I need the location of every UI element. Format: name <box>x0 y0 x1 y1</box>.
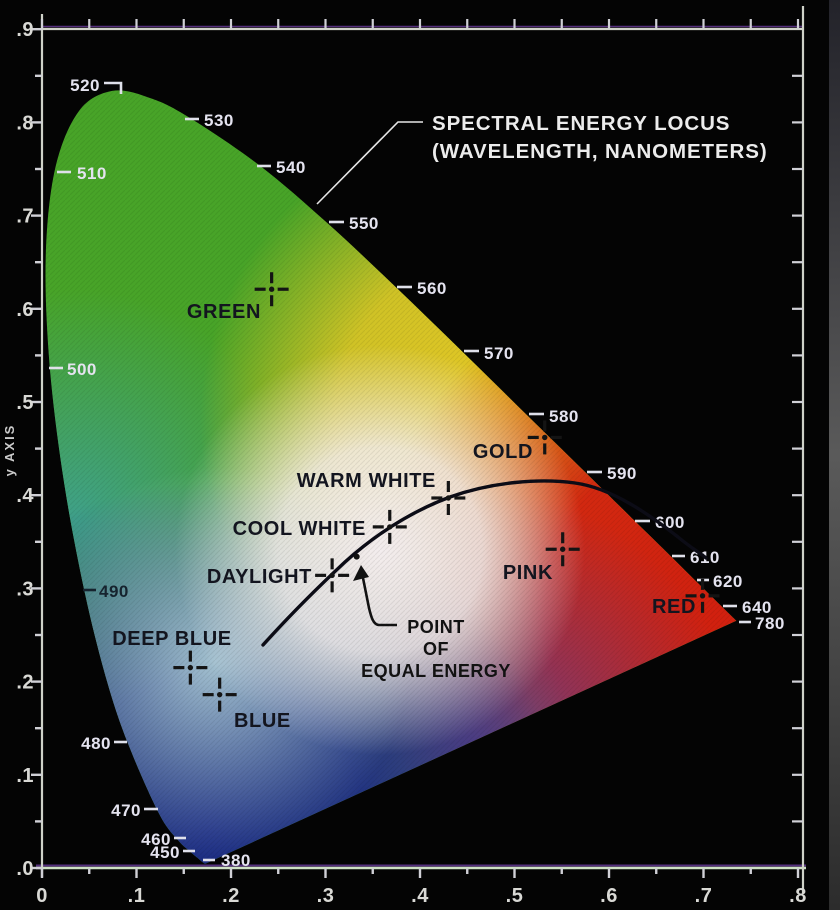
spectral-energy-locus-label-line1: SPECTRAL ENERGY LOCUS <box>432 112 730 135</box>
locus-callout-line <box>316 121 423 205</box>
wavelength-label-600: 600 <box>655 513 685 532</box>
wavelength-label-580: 580 <box>549 407 579 426</box>
wavelength-label-620: 620 <box>713 572 743 591</box>
equal-energy-arrow <box>361 577 397 627</box>
wavelength-label-500: 500 <box>67 360 97 379</box>
equal-energy-point <box>353 553 360 560</box>
x-axis-tick-label: 0 <box>36 885 48 907</box>
color-point-label-blue: BLUE <box>234 710 291 732</box>
x-axis-tick-label: .5 <box>506 885 524 907</box>
marker-center-dot <box>699 593 706 599</box>
equal-energy-annotation: POINT OF EQUAL ENERGY <box>353 553 511 681</box>
color-points: GREEN GOLD WARM WHITE COOL WHITE DAYLIGHT PIN… <box>112 272 720 732</box>
y-axis-tick-label: .9 <box>16 19 34 41</box>
y-axis-tick-label: .2 <box>16 672 34 694</box>
y-axis-tick-label: .4 <box>16 485 34 507</box>
marker-center-dot <box>268 286 275 292</box>
color-point-marker-cool-white <box>372 509 407 544</box>
wavelength-label-460: 460 <box>141 830 171 849</box>
x-axis-tick-label: .8 <box>789 885 807 907</box>
wavelength-label-590: 590 <box>607 464 637 483</box>
y-axis-title: y AXIS <box>2 424 17 477</box>
x-axis-tick-label: .2 <box>222 885 240 907</box>
wavelength-label-380: 380 <box>221 851 251 870</box>
y-axis-tick-label: .8 <box>16 112 34 134</box>
wavelength-label-560: 560 <box>417 279 447 298</box>
equal-energy-label-line2: OF <box>423 639 449 659</box>
marker-center-dot <box>542 434 548 441</box>
color-point-label-cool-white: COOL WHITE <box>233 518 366 540</box>
blackbody-curve <box>261 479 708 647</box>
equal-energy-label-line3: EQUAL ENERGY <box>361 661 511 681</box>
color-point-marker-pink <box>545 532 580 567</box>
marker-center-dot <box>187 664 194 671</box>
y-axis-tick-label: .0 <box>16 858 34 880</box>
marker-center-dot <box>216 691 223 698</box>
x-axis-tick-label: .6 <box>600 885 618 907</box>
wavelength-label-530: 530 <box>204 111 234 130</box>
wavelength-label-480: 480 <box>81 734 111 753</box>
wavelength-dash-520 <box>104 81 123 94</box>
color-point-marker-deep-blue <box>173 650 208 685</box>
x-axis-tick-label: .3 <box>317 885 335 907</box>
wavelength-label-510: 510 <box>77 164 107 183</box>
color-point-marker-blue <box>202 677 237 712</box>
color-point-marker-gold <box>527 420 562 455</box>
y-axis-tick-label: .1 <box>16 765 34 787</box>
marker-center-dot <box>387 524 393 530</box>
marker-center-dot <box>329 572 335 579</box>
marker-center-dot <box>559 546 566 552</box>
scan-edge <box>829 0 840 910</box>
x-axis-tick-label: .7 <box>695 885 713 907</box>
wavelength-label-780: 780 <box>755 614 785 633</box>
color-point-label-pink: PINK <box>503 562 553 584</box>
color-point-label-red: RED <box>652 596 696 618</box>
color-point-label-green: GREEN <box>187 301 261 323</box>
wavelength-label-550: 550 <box>349 214 379 233</box>
color-point-marker-red <box>685 578 720 613</box>
x-axis-tick-label: .1 <box>128 885 146 907</box>
y-axis-tick-label: .6 <box>16 299 34 321</box>
wavelength-label-640: 640 <box>742 598 772 617</box>
equal-energy-label-line1: POINT <box>407 617 465 637</box>
color-point-label-warm-white: WARM WHITE <box>297 470 436 492</box>
wavelength-label-490: 490 <box>99 582 129 601</box>
x-axis-tick-label: .4 <box>411 885 429 907</box>
y-axis-tick-label: .3 <box>16 578 34 600</box>
color-point-marker-warm-white <box>431 480 466 515</box>
spectral-energy-locus-label-line2: (WAVELENGTH, NANOMETERS) <box>432 140 768 163</box>
color-point-marker-green <box>254 272 289 307</box>
color-point-label-deep-blue: DEEP BLUE <box>112 628 232 650</box>
marker-center-dot <box>445 495 452 501</box>
axes-frame: 0 .1 .2 .3 .4 .5 .6 .7 .8 .0 .1 .2 .3 .4 .5 .6 .7 .8 .9 <box>16 6 807 907</box>
y-axis-tick-label: .5 <box>16 392 34 414</box>
y-axis-tick-label: .7 <box>16 206 34 228</box>
wavelength-label-540: 540 <box>276 158 306 177</box>
wavelength-label-520: 520 <box>70 76 100 95</box>
color-point-label-gold: GOLD <box>473 441 533 463</box>
wavelength-label-450: 450 <box>150 843 180 862</box>
color-point-label-daylight: DAYLIGHT <box>207 566 312 588</box>
wavelength-label-470: 470 <box>111 801 141 820</box>
color-point-marker-daylight <box>315 558 350 593</box>
equal-energy-arrowhead <box>353 565 369 581</box>
wavelength-label-570: 570 <box>484 344 514 363</box>
